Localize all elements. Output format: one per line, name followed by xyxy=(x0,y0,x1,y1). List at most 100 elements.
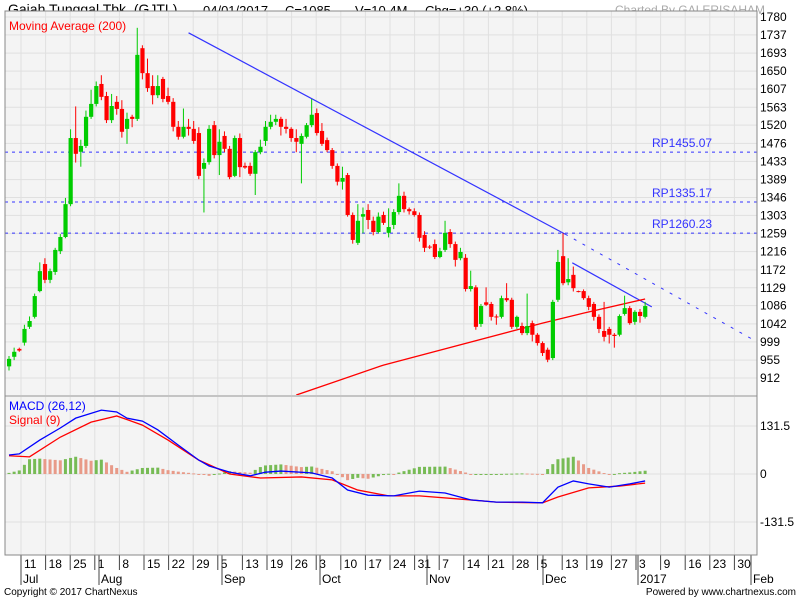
macd-histogram-bar xyxy=(222,472,226,474)
candle xyxy=(99,75,104,101)
candle-body xyxy=(340,177,345,182)
candle-body xyxy=(253,152,258,174)
candle-body xyxy=(196,133,202,176)
candle-body xyxy=(104,96,109,121)
macd-histogram-bar xyxy=(166,470,170,474)
candle-body xyxy=(48,271,53,280)
macd-histogram-bar xyxy=(12,471,16,474)
candle-body xyxy=(145,73,150,89)
macd-histogram-bar xyxy=(192,473,196,475)
candle-body xyxy=(171,101,176,127)
candle-body xyxy=(499,298,504,317)
macd-histogram-bar xyxy=(499,473,503,475)
macd-histogram-bar xyxy=(412,468,416,474)
candle-body xyxy=(119,108,125,132)
candle xyxy=(335,163,340,186)
candle xyxy=(412,208,417,217)
macd-histogram-bar xyxy=(330,471,334,474)
macd-histogram-bar xyxy=(617,473,621,475)
candle-body xyxy=(94,86,99,104)
macd-tick-label: 0 xyxy=(760,467,767,481)
candle-body xyxy=(458,251,463,259)
macd-histogram-bar xyxy=(274,464,278,474)
macd-histogram-bar xyxy=(197,474,201,475)
candle xyxy=(520,322,525,336)
price-tick-label: 1476 xyxy=(760,136,787,150)
month-label: Oct xyxy=(322,572,341,586)
price-tick-label: 1086 xyxy=(760,299,787,313)
candle-body xyxy=(463,257,468,289)
candle-body xyxy=(586,298,591,307)
signal-legend: Signal (9) xyxy=(9,413,60,427)
candle-body xyxy=(319,130,325,144)
candle-body xyxy=(381,214,386,223)
candle xyxy=(145,58,150,92)
candle xyxy=(119,100,125,138)
macd-histogram-bar xyxy=(407,469,411,474)
candle-body xyxy=(643,306,648,317)
chart-border xyxy=(4,10,758,556)
candle xyxy=(53,247,58,275)
candle-body xyxy=(484,302,489,305)
candle xyxy=(186,118,191,136)
candle xyxy=(73,106,78,163)
candle xyxy=(299,133,304,184)
candle xyxy=(191,120,196,144)
price-tick-label: 955 xyxy=(760,353,780,367)
candle xyxy=(458,247,463,261)
candle-body xyxy=(437,251,443,257)
candle xyxy=(319,123,325,146)
candle-body xyxy=(27,321,32,327)
macd-histogram-bar xyxy=(176,471,180,474)
candle xyxy=(289,127,294,142)
candle xyxy=(330,148,335,169)
candle xyxy=(514,315,520,329)
candle-body xyxy=(135,54,140,119)
candle-body xyxy=(350,214,355,240)
candle xyxy=(602,301,607,342)
candle-body xyxy=(237,138,243,168)
macd-histogram-bar xyxy=(187,472,191,474)
macd-histogram-bar xyxy=(592,469,596,474)
candle-body xyxy=(396,195,402,213)
candle xyxy=(407,207,412,215)
candle xyxy=(386,208,391,238)
macd-histogram-bar xyxy=(258,467,262,474)
x-tick-label: 26 xyxy=(295,557,309,571)
candle-body xyxy=(12,351,17,357)
macd-tick-label: -131.5 xyxy=(760,515,794,529)
macd-histogram-bar xyxy=(515,473,519,475)
macd-histogram-bar xyxy=(7,472,11,474)
macd-histogram-bar xyxy=(279,464,283,474)
candle xyxy=(355,204,361,245)
candle xyxy=(114,96,119,115)
candle xyxy=(396,183,402,215)
candle xyxy=(499,295,504,319)
candle xyxy=(627,306,632,325)
candle xyxy=(432,239,437,260)
macd-histogram-bar xyxy=(299,467,303,474)
candle-body xyxy=(443,232,448,250)
candle xyxy=(309,98,314,128)
powered-by-link[interactable]: Powered by www.chartnexus.com xyxy=(645,587,796,598)
candle-body xyxy=(453,244,458,260)
macd-histogram-bar xyxy=(305,466,309,474)
macd-histogram-bar xyxy=(284,465,288,474)
macd-histogram-bar xyxy=(207,474,211,476)
macd-histogram-bar xyxy=(69,457,73,474)
macd-histogram-bar xyxy=(253,469,257,474)
x-tick-label: 9 xyxy=(664,557,671,571)
candle-body xyxy=(181,126,186,137)
candle xyxy=(83,110,89,149)
candle xyxy=(443,220,448,252)
price-tick-label: 1259 xyxy=(760,227,787,241)
macd-histogram-bar xyxy=(28,459,32,474)
candle-body xyxy=(427,246,432,248)
macd-histogram-bar xyxy=(181,472,185,474)
x-tick-label: 23 xyxy=(713,557,727,571)
macd-histogram-bar xyxy=(433,466,437,474)
moving-average-legend: Moving Average (200) xyxy=(9,19,126,33)
candle xyxy=(160,76,166,103)
candle-body xyxy=(83,116,89,146)
candle-body xyxy=(268,121,273,127)
